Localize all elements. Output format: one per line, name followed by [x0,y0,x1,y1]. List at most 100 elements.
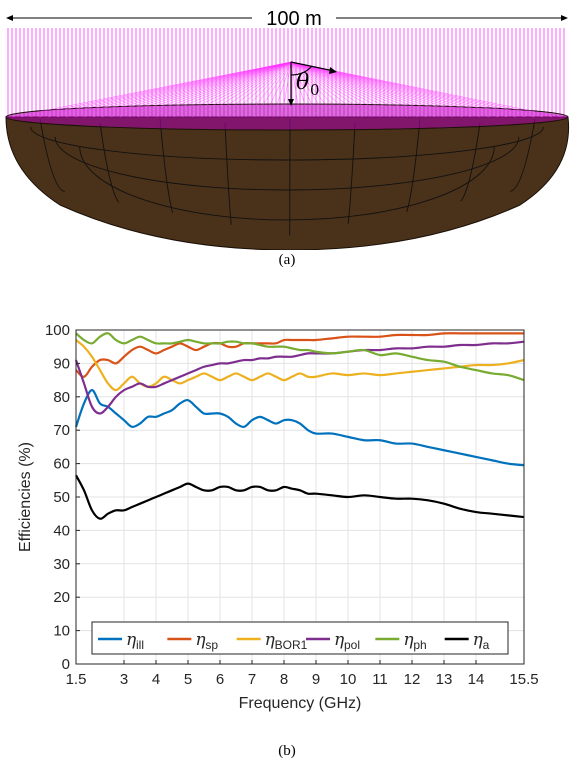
efficiency-chart: 1.5 3 4 5 6 7 8 9 10 11 12 13 14 15.5 0 10 20 30 40 50 60 70 8… [17,322,539,712]
feed-ray [101,61,292,118]
panel-a-antenna-illustration: 100 m θ 0 (a) [0,0,574,280]
feed-ray [290,61,310,118]
feed-ray [290,61,499,118]
dimension-arrow-left [6,15,13,21]
legend-label-BOR1: BOR1 [275,638,308,652]
feed-ray [290,61,355,118]
feed-ray [164,61,292,118]
x-tick-label: 15.5 [509,671,538,688]
y-tick-label: 40 [53,522,70,539]
feed-ray [110,61,292,118]
dimension-arrow-right [561,15,568,21]
x-tick-label: 10 [340,671,357,688]
feed-ray [290,61,418,118]
legend-label-ill: ill [136,638,144,652]
legend-eta-symbol: η [403,630,414,650]
series-line-a [75,474,525,520]
mesh-parallel [79,146,495,221]
y-tick-label: 0 [62,656,70,673]
mesh-meridian [510,118,536,192]
series-line-BOR1 [75,339,525,392]
mesh-meridian [39,118,65,192]
feed-ray [146,61,292,118]
feed-ray [191,61,292,118]
feed-ray [290,61,364,118]
mesh-meridian [347,122,356,224]
reflector-dish [5,116,570,251]
x-tick-label: 3 [120,671,128,688]
mesh-meridian [406,118,421,213]
feed-ray [92,61,292,118]
feed-ray [290,61,301,118]
y-tick-label: 90 [53,355,70,372]
feed-ray [236,61,292,118]
angle-subscript: 0 [310,81,320,99]
x-tick-label: 4 [152,671,160,688]
feed-ray [290,61,391,118]
x-tick-label: 11 [372,671,388,688]
angle-arc [290,65,313,76]
x-tick-label: 6 [216,671,224,688]
feed-ray [290,61,517,118]
reflector-dish-illustration: 100 m θ 0 [5,8,570,251]
feed-ray [227,61,292,118]
feed-ray [290,61,445,118]
feed-ray [218,61,292,118]
feed-ray [290,61,508,118]
feed-ray [290,61,400,118]
feed-ray [137,61,292,118]
x-tick-label: 5 [184,671,192,688]
legend: η ill η sp η BOR1 η pol η ph η a [91,621,509,655]
edge-ray-arrow [290,61,335,72]
edge-ray-arrowhead [329,67,337,74]
y-tick-label: 80 [53,389,70,406]
feed-ray [20,61,292,118]
feed-ray [65,61,292,118]
boresight-arrowhead [288,99,294,106]
caption-a: (a) [278,252,296,268]
series-lines [74,332,525,520]
feed-ray [83,61,292,118]
y-tick-label: 30 [53,556,70,573]
y-tick-label: 100 [45,322,70,339]
legend-label-a: a [483,638,490,652]
mesh-parallel [54,136,520,191]
mesh-meridian [99,122,120,203]
feed-ray [290,61,472,118]
series-line-ph [75,332,525,382]
feed-ray [47,61,292,118]
feed-ray [290,61,373,118]
feed-ray [155,61,292,118]
feed-ray-cone [11,61,562,118]
legend-eta-symbol: η [195,630,206,650]
axis-ticks: 1.5 3 4 5 6 7 8 9 10 11 12 13 14 15.5 0 10 20 30 40 50 60 70 8… [45,322,539,688]
feed-ray [290,61,409,118]
feed-ray [290,61,427,118]
caption-b: (b) [278,743,296,759]
y-tick-label: 60 [53,456,70,473]
series-line-pol [74,340,525,415]
angle-symbol: θ [296,70,309,95]
feed-ray [254,61,292,118]
feed-ray [290,61,328,118]
feed-ray [245,61,292,118]
feed-ray [281,61,292,118]
y-tick-label: 50 [53,489,70,506]
feed-ray [290,61,346,118]
legend-eta-symbol: η [473,630,484,650]
feed-ray [173,61,292,118]
mesh-parallel [30,126,544,161]
feed-ray [11,61,292,118]
x-tick-label: 7 [248,671,256,688]
x-tick-label: 1.5 [66,671,87,688]
feed-ray [74,61,292,118]
panel-b-efficiency-chart: 1.5 3 4 5 6 7 8 9 10 11 12 13 14 15.5 0 10 20 30 40 50 60 70 8… [0,300,574,771]
dish-aperture-rim [5,103,569,131]
dish-mesh-lines [30,118,544,236]
legend-eta-symbol: η [265,630,276,650]
x-tick-label: 9 [312,671,320,688]
mesh-meridian [460,122,481,202]
feed-ray [290,61,454,118]
legend-label-ph: ph [413,638,426,652]
feed-ray [56,61,292,118]
